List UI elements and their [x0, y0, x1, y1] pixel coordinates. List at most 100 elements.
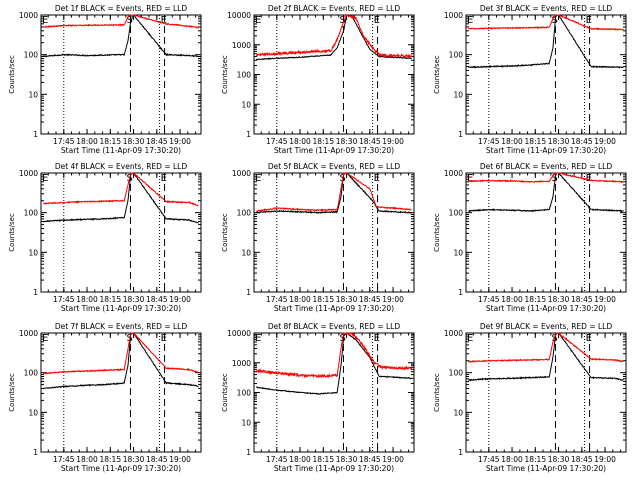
lld-series-line [43, 332, 199, 375]
marker-label: E [374, 15, 380, 26]
y-tick-label: 1 [33, 288, 38, 297]
y-tick-label: 10 [453, 408, 463, 417]
y-tick-label: 1 [458, 130, 463, 139]
events-series-line [42, 15, 199, 58]
lld-series-line [467, 172, 624, 184]
x-tick-label: 18:45 [359, 455, 381, 464]
x-axis-label: Start Time (11-Apr-09 17:30:20) [61, 304, 181, 313]
x-tick-label: 18:00 [289, 137, 311, 146]
x-tick-label: 18:00 [289, 455, 311, 464]
panel-title: Det 5f BLACK = Events, RED = LLD [268, 162, 401, 171]
marker-label: S [551, 333, 557, 344]
marker-label: E [161, 173, 167, 184]
marker-label: E [255, 173, 261, 184]
x-tick-label: 19:00 [382, 455, 404, 464]
x-tick-label: 18:30 [548, 295, 570, 304]
x-tick-label: 19:00 [594, 295, 616, 304]
y-tick-label: 1000 [232, 41, 251, 50]
lld-series-line [256, 172, 412, 213]
marker-label: S [551, 15, 557, 26]
events-series-line [468, 172, 624, 213]
x-axis-label: Start Time (11-Apr-09 17:30:20) [61, 464, 181, 473]
y-tick-label: 1000 [19, 11, 38, 20]
y-tick-label: 10 [453, 248, 463, 257]
panel-title: Det 4f BLACK = Events, RED = LLD [55, 162, 188, 171]
chart-panel-2: Det 2f BLACK = Events, RED = LLD 1 10 100 10… [221, 4, 415, 155]
y-axis-label: Counts/sec [8, 213, 16, 252]
y-tick-label: 100 [24, 51, 39, 60]
events-series-line [468, 14, 624, 69]
marker-label: E [586, 15, 592, 26]
x-tick-label: 18:15 [312, 295, 334, 304]
x-axis-label: Start Time (11-Apr-09 17:30:20) [486, 304, 606, 313]
y-tick-label: 1 [246, 130, 251, 139]
x-tick-label: 18:15 [312, 455, 334, 464]
y-tick-label: 1 [33, 448, 38, 457]
events-series-line [255, 14, 412, 61]
y-tick-label: 10000 [227, 329, 251, 338]
x-axis-label: Start Time (11-Apr-09 17:30:20) [486, 464, 606, 473]
y-tick-label: 100 [449, 51, 464, 60]
lld-series-line [256, 331, 412, 379]
x-tick-label: 19:00 [382, 137, 404, 146]
x-tick-label: 18:30 [123, 137, 145, 146]
x-tick-label: 18:15 [312, 137, 334, 146]
panel-title: Det 1f BLACK = Events, RED = LLD [55, 4, 188, 13]
y-tick-label: 100 [449, 369, 464, 378]
y-tick-label: 1 [246, 288, 251, 297]
x-axis-label: Start Time (11-Apr-09 17:30:20) [486, 146, 606, 155]
x-tick-label: 18:15 [524, 137, 546, 146]
y-tick-label: 1000 [444, 11, 463, 20]
y-axis-label: Counts/sec [433, 55, 441, 94]
x-tick-label: 18:00 [501, 455, 523, 464]
x-tick-label: 18:45 [359, 295, 381, 304]
y-tick-label: 1000 [232, 169, 251, 178]
marker-label: E [42, 333, 48, 344]
y-tick-label: 10 [453, 90, 463, 99]
x-tick-label: 18:00 [76, 137, 98, 146]
y-tick-label: 10000 [227, 11, 251, 20]
marker-label: E [374, 173, 380, 184]
x-tick-label: 19:00 [169, 137, 191, 146]
chart-panel-5: Det 5f BLACK = Events, RED = LLD 1 10 100 10… [221, 162, 415, 313]
marker-label: E [467, 15, 473, 26]
events-series-line [42, 172, 199, 224]
x-axis-label: Start Time (11-Apr-09 17:30:20) [274, 464, 394, 473]
x-tick-label: 18:00 [501, 295, 523, 304]
events-series-line [42, 332, 199, 390]
marker-label: E [586, 333, 592, 344]
x-tick-label: 17:45 [53, 455, 75, 464]
events-series-line [255, 172, 412, 214]
y-axis-label: Counts/sec [8, 55, 16, 94]
y-tick-label: 10 [241, 418, 251, 427]
x-tick-label: 18:45 [571, 295, 593, 304]
lld-series-line [467, 332, 624, 364]
y-tick-label: 100 [24, 209, 39, 218]
x-tick-label: 18:00 [501, 137, 523, 146]
y-tick-label: 10 [28, 408, 38, 417]
marker-label: S [126, 15, 132, 26]
y-tick-label: 1 [33, 130, 38, 139]
x-tick-label: 19:00 [382, 295, 404, 304]
plot-frame [40, 14, 202, 135]
y-tick-label: 10 [28, 248, 38, 257]
y-tick-label: 100 [24, 369, 39, 378]
x-axis-label: Start Time (11-Apr-09 17:30:20) [274, 304, 394, 313]
y-tick-label: 10 [241, 100, 251, 109]
x-tick-label: 17:45 [266, 295, 288, 304]
y-tick-label: 1000 [444, 329, 463, 338]
x-tick-label: 18:30 [336, 137, 358, 146]
marker-label: E [42, 15, 48, 26]
panel-title: Det 3f BLACK = Events, RED = LLD [480, 4, 613, 13]
plot-frame [40, 332, 202, 453]
marker-label: E [586, 173, 592, 184]
x-tick-label: 18:45 [359, 137, 381, 146]
lld-series-line [467, 14, 624, 31]
y-axis-label: Counts/sec [221, 55, 229, 94]
panel-title: Det 8f BLACK = Events, RED = LLD [268, 322, 401, 331]
panel-title: Det 9f BLACK = Events, RED = LLD [480, 322, 613, 331]
x-tick-label: 18:30 [548, 137, 570, 146]
plot-frame [465, 14, 627, 135]
x-tick-label: 19:00 [169, 455, 191, 464]
x-tick-label: 17:45 [266, 137, 288, 146]
